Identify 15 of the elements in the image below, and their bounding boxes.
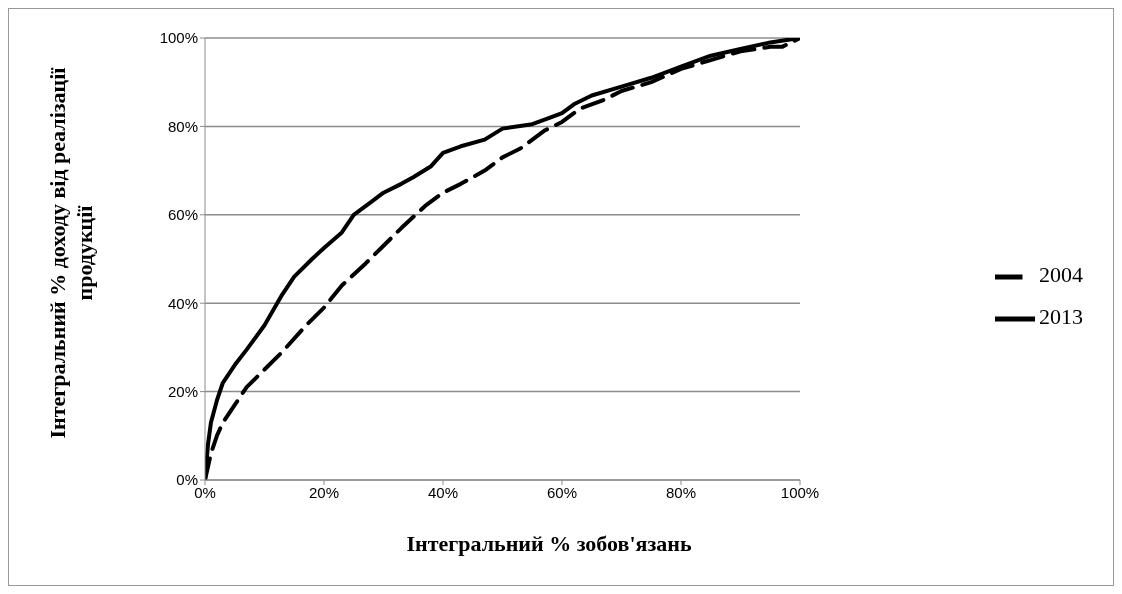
- y-tick-label: 0%: [176, 471, 198, 489]
- x-tick-label: 80%: [665, 483, 697, 501]
- x-tick-label: 60%: [546, 483, 578, 501]
- x-tick-label: 100%: [780, 483, 820, 501]
- y-tick-label: 60%: [167, 206, 198, 224]
- x-axis-title: Інтегральний % зобов'язань: [405, 531, 693, 557]
- y-tick-label: 80%: [167, 117, 198, 135]
- y-axis-title: Інтегральний % доходу від реалізації продукції: [44, 66, 98, 441]
- y-tick-label: 100%: [159, 29, 198, 47]
- y-tick-label: 40%: [167, 294, 198, 312]
- x-tick-label: 40%: [427, 483, 459, 501]
- x-tick-label: 20%: [308, 483, 340, 501]
- legend-label: 2013: [1039, 304, 1083, 329]
- legend-label: 2004: [1039, 262, 1083, 288]
- y-tick-label: 20%: [167, 382, 198, 400]
